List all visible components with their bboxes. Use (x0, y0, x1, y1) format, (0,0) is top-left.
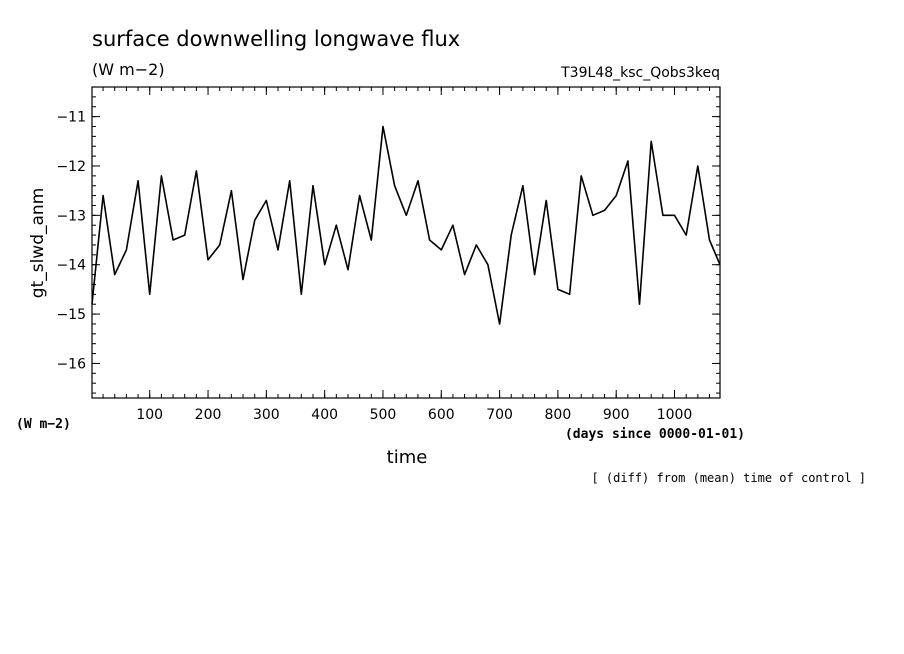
x-tick-label: 100 (136, 407, 163, 423)
x-tick-label: 1000 (657, 407, 693, 423)
plot-frame (91, 86, 721, 399)
x-tick-label: 600 (428, 407, 455, 423)
y-tick-label: −16 (56, 356, 86, 372)
x-axis-label: time (387, 447, 428, 468)
y-tick-label: −11 (56, 110, 86, 126)
x-units-label: (days since 0000-01-01) (565, 427, 745, 442)
chart-title: surface downwelling longwave flux (92, 27, 460, 51)
series-line (91, 125, 721, 325)
y-axis-label: gt_slwd_anm (28, 188, 48, 298)
x-tick-label: 400 (311, 407, 338, 423)
y-tick-label: −15 (56, 307, 86, 323)
y-tick-label: −14 (56, 258, 86, 274)
y-units-label: (W m−2) (16, 417, 71, 432)
units-label: (W m−2) (92, 60, 165, 79)
x-tick-label: 900 (603, 407, 630, 423)
footnote: [ (diff) from (mean) time of control ] (591, 471, 866, 485)
x-tick-label: 300 (253, 407, 280, 423)
x-tick-label: 800 (545, 407, 572, 423)
x-tick-label: 200 (195, 407, 222, 423)
plot-area: 100 200 300 400 500 600 700 800 900 1000 −16 −15 −14… (56, 86, 721, 423)
ticks: 100 200 300 400 500 600 700 800 900 1000 −16 −15 −14… (56, 86, 720, 423)
y-tick-label: −13 (56, 208, 86, 224)
experiment-label: T39L48_ksc_Qobs3keq (560, 65, 720, 81)
y-tick-label: −12 (56, 159, 86, 175)
x-tick-label: 500 (370, 407, 397, 423)
x-tick-label: 700 (486, 407, 513, 423)
